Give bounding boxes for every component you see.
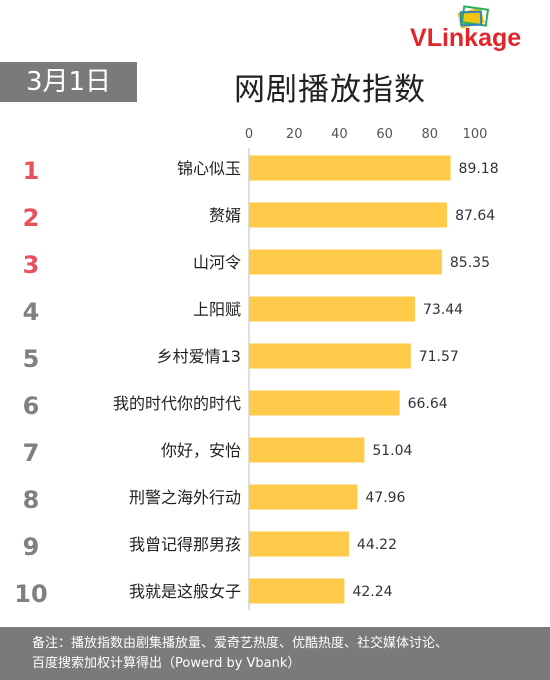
bar: [249, 296, 415, 322]
bar: [249, 531, 349, 557]
rank-number: 1: [23, 157, 40, 185]
value-label: 87.64: [455, 208, 495, 224]
category-label: 上阳赋: [193, 300, 241, 319]
rank-number: 3: [23, 251, 40, 279]
bar: [249, 343, 411, 369]
category-label: 乡村爱情13: [157, 347, 241, 366]
x-tick-label: 100: [463, 127, 488, 142]
rank-number: 10: [14, 580, 47, 608]
date-badge: 3月1日: [0, 62, 137, 102]
bar: [249, 390, 400, 416]
rank-number: 6: [23, 392, 40, 420]
value-label: 47.96: [365, 490, 405, 506]
category-label: 锦心似玉: [177, 159, 241, 178]
chart-title: 网剧播放指数: [234, 72, 426, 108]
bar: [249, 202, 448, 228]
rank-number: 9: [23, 533, 40, 561]
value-label: 71.57: [419, 349, 459, 365]
footer-line-1: 备注：播放指数由剧集播放量、爱奇艺热度、优酷热度、社交媒体讨论、: [32, 636, 449, 651]
x-tick-label: 0: [245, 127, 253, 142]
rank-number: 5: [23, 345, 40, 373]
rank-number: 2: [23, 204, 40, 232]
value-label: 73.44: [423, 302, 463, 318]
x-tick-label: 20: [286, 127, 303, 142]
value-label: 85.35: [450, 255, 490, 271]
x-tick-label: 40: [331, 127, 348, 142]
value-label: 42.24: [352, 584, 392, 600]
value-label: 51.04: [372, 443, 412, 459]
rank-number: 8: [23, 486, 40, 514]
footer-note: 备注：播放指数由剧集播放量、爱奇艺热度、优酷热度、社交媒体讨论、 百度搜索加权计…: [0, 627, 550, 680]
category-label: 我曾记得那男孩: [129, 535, 241, 554]
bar: [249, 249, 442, 275]
footer-line-2: 百度搜索加权计算得出（Powerd by Vbank）: [32, 656, 301, 671]
category-label: 我就是这般女子: [129, 582, 241, 601]
bar-chart: 0 20 40 60 80 100 89.18 锦心似玉 1 87.64 赘婿 2 85.35 山河令 3 7…: [14, 127, 499, 610]
rank-number: 4: [23, 298, 40, 326]
category-label: 你好，安怡: [161, 441, 241, 460]
category-label: 我的时代你的时代: [113, 394, 241, 413]
value-label: 44.22: [357, 537, 397, 553]
x-tick-label: 80: [422, 127, 439, 142]
vlinkage-logo: VLinkage: [410, 4, 545, 54]
category-label: 山河令: [193, 253, 241, 272]
logo-text: VLinkage: [410, 24, 522, 52]
value-label: 89.18: [459, 161, 499, 177]
x-tick-label: 60: [376, 127, 393, 142]
category-label: 刑警之海外行动: [129, 488, 241, 507]
bar: [249, 578, 345, 604]
bar: [249, 155, 451, 181]
category-label: 赘婿: [209, 206, 241, 225]
value-label: 66.64: [408, 396, 448, 412]
rank-number: 7: [23, 439, 40, 467]
bar: [249, 437, 365, 463]
bar: [249, 484, 358, 510]
logo-icon: [457, 5, 490, 29]
